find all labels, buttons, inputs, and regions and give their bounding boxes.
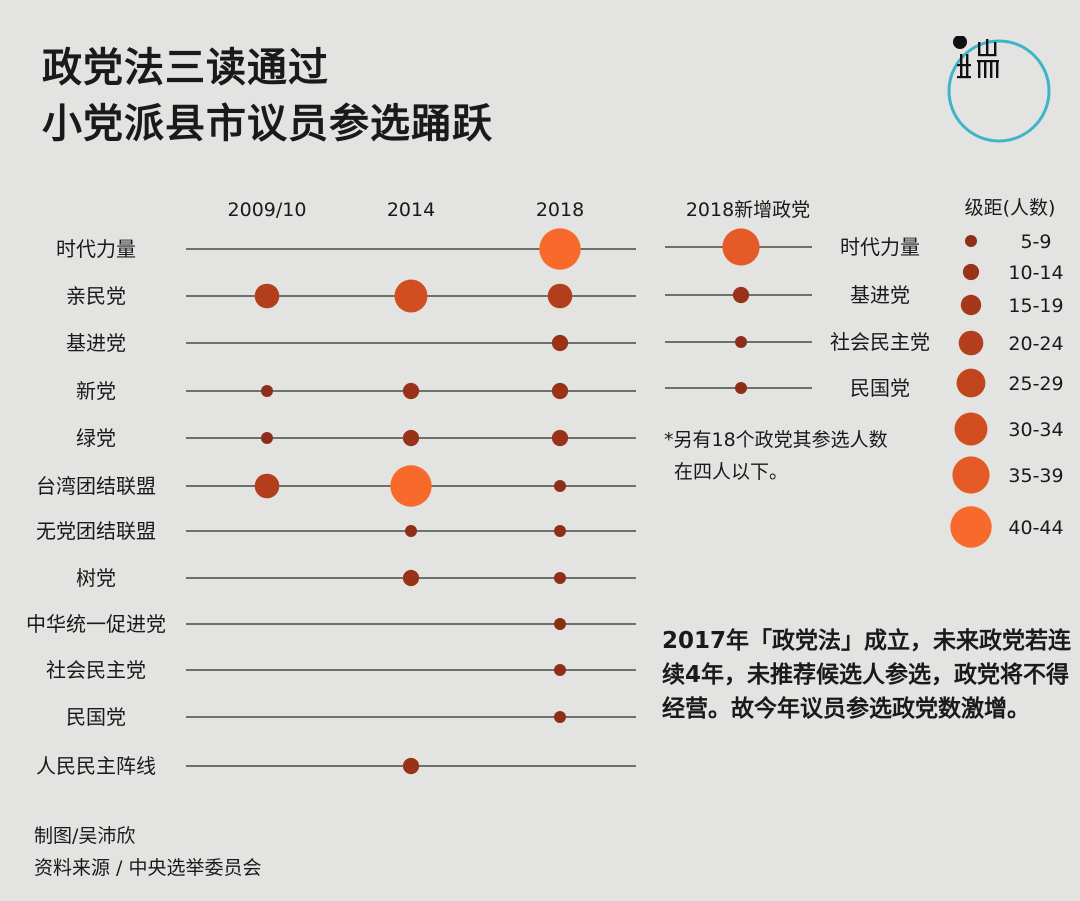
- party-label: 时代力量: [56, 237, 136, 261]
- legend-dot: [956, 368, 986, 398]
- candidate-dot: [402, 569, 420, 587]
- legend-label: 15-19: [1008, 295, 1063, 317]
- party-label: 社会民主党: [46, 658, 146, 682]
- party-label: 树党: [76, 566, 116, 590]
- party-label: 无党团结联盟: [36, 519, 156, 543]
- legend-label: 25-29: [1008, 373, 1063, 395]
- title-line-1: 政党法三读通过: [42, 45, 329, 91]
- candidate-dot: [551, 382, 569, 400]
- party-label: 绿党: [76, 426, 116, 450]
- legend-label: 5-9: [1020, 231, 1051, 253]
- legend-label: 20-24: [1008, 333, 1063, 355]
- candidate-dot: [390, 465, 432, 507]
- column-header: 2014: [387, 199, 435, 221]
- new-party-dot: [735, 336, 747, 348]
- new-party-label: 民国党: [850, 376, 910, 400]
- legend-dot: [950, 506, 992, 548]
- legend-label: 10-14: [1008, 262, 1063, 284]
- candidate-dot: [261, 432, 273, 444]
- title-line-2: 小党派县市议员参选踊跃: [42, 101, 493, 147]
- new-party-dot: [722, 228, 760, 266]
- candidate-dot: [254, 283, 280, 309]
- candidate-dot: [554, 572, 566, 584]
- candidate-dot: [551, 429, 569, 447]
- party-label: 中华统一促进党: [26, 612, 166, 636]
- logo-glyph: [957, 39, 999, 79]
- candidate-dot: [394, 279, 428, 313]
- candidate-dot: [402, 429, 420, 447]
- legend-label: 35-39: [1008, 465, 1063, 487]
- policy-note: 2017年「政党法」成立，未来政党若连续4年，未推荐候选人参选，政党将不得经营。…: [662, 628, 1072, 722]
- legend-dot: [962, 263, 980, 281]
- legend-dot: [954, 412, 988, 446]
- legend-dot: [952, 456, 990, 494]
- logo-dot: [953, 36, 967, 49]
- candidate-dot: [261, 385, 273, 397]
- new-party-label: 时代力量: [840, 235, 920, 259]
- new-party-label: 社会民主党: [830, 330, 930, 354]
- new-parties-header: 2018新增政党: [686, 199, 810, 221]
- candidate-dot: [554, 480, 566, 492]
- column-header: 2018: [536, 199, 584, 221]
- candidate-dot: [254, 473, 280, 499]
- candidate-dot: [554, 618, 566, 630]
- party-label: 亲民党: [66, 284, 126, 308]
- candidate-dot: [402, 382, 420, 400]
- candidate-dot: [554, 664, 566, 676]
- footnote-line-1: *另有18个政党其参选人数: [664, 429, 888, 451]
- new-party-label: 基进党: [850, 283, 910, 307]
- footnote-line-2: 在四人以下。: [674, 461, 788, 483]
- legend-title: 级距(人数): [965, 197, 1056, 219]
- column-header: 2009/10: [228, 199, 307, 221]
- candidate-dot: [547, 283, 573, 309]
- legend-dot: [960, 294, 982, 316]
- credit-source: 资料来源 / 中央选举委员会: [34, 857, 262, 879]
- legend-dot: [965, 235, 977, 247]
- legend-label: 40-44: [1008, 517, 1063, 539]
- candidate-dot: [539, 228, 581, 270]
- candidate-dot: [405, 525, 417, 537]
- credits: 制图/吴沛欣 资料来源 / 中央选举委员会: [34, 820, 261, 884]
- candidate-dot: [551, 334, 569, 352]
- logo-icon: [947, 36, 1051, 143]
- candidate-dot: [554, 525, 566, 537]
- party-label: 台湾团结联盟: [36, 474, 156, 498]
- party-label: 人民民主阵线: [36, 754, 156, 778]
- party-label: 基进党: [66, 331, 126, 355]
- new-party-dot: [732, 286, 750, 304]
- candidate-dot: [402, 757, 420, 775]
- party-label: 民国党: [66, 705, 126, 729]
- legend-dot: [958, 330, 984, 356]
- new-party-dot: [735, 382, 747, 394]
- credit-author: 制图/吴沛欣: [34, 825, 136, 847]
- page-title: 政党法三读通过 小党派县市议员参选踊跃: [42, 40, 493, 152]
- candidate-dot: [554, 711, 566, 723]
- logo-ring: [947, 39, 1051, 143]
- legend-label: 30-34: [1008, 419, 1063, 441]
- party-label: 新党: [76, 379, 116, 403]
